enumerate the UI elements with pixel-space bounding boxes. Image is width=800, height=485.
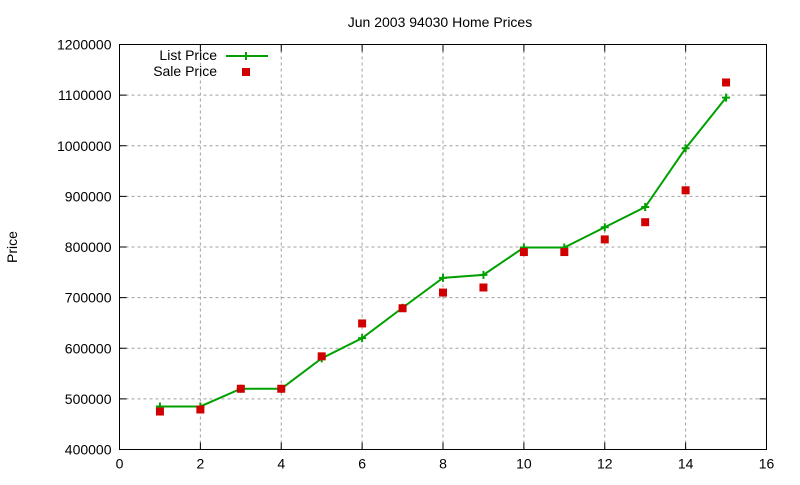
data-point-sale-price xyxy=(317,352,326,361)
x-tick-label: 0 xyxy=(116,456,124,472)
x-tick-label: 2 xyxy=(196,456,204,472)
y-tick-label: 600000 xyxy=(65,340,112,356)
legend-marker-list-price xyxy=(242,52,250,60)
x-tick-label: 12 xyxy=(597,456,613,472)
grid xyxy=(119,44,767,450)
y-tick-label: 700000 xyxy=(65,290,112,306)
legend-label-list-price: List Price xyxy=(159,47,217,63)
data-point-sale-price xyxy=(722,78,731,87)
series-line-list-price xyxy=(159,97,727,408)
y-tick-label: 500000 xyxy=(65,391,112,407)
data-point-sale-price xyxy=(519,248,528,257)
x-tick-label: 14 xyxy=(678,456,694,472)
series xyxy=(155,78,731,416)
data-point-sale-price xyxy=(358,319,367,328)
legend-marker-sale-price xyxy=(242,68,250,76)
data-point-list-price xyxy=(439,273,447,282)
x-tick-label: 16 xyxy=(759,456,775,472)
y-tick-label: 400000 xyxy=(65,442,112,458)
data-point-sale-price xyxy=(681,186,690,195)
x-tick-label: 4 xyxy=(277,456,285,472)
data-point-list-price xyxy=(681,144,690,153)
y-axis-label: Price xyxy=(4,231,20,263)
data-point-list-price xyxy=(641,203,650,212)
data-point-list-price xyxy=(600,223,609,232)
data-point-sale-price xyxy=(398,304,407,313)
legend-label-sale-price: Sale Price xyxy=(153,63,217,79)
x-tick-label: 8 xyxy=(439,456,447,472)
chart-title: Jun 2003 94030 Home Prices xyxy=(348,14,532,30)
data-point-sale-price xyxy=(236,384,245,393)
data-point-sale-price xyxy=(479,283,488,292)
data-point-sale-price xyxy=(277,384,286,393)
y-tick-label: 1200000 xyxy=(57,37,112,53)
data-point-sale-price xyxy=(641,218,650,227)
y-tick-label: 1100000 xyxy=(58,87,112,103)
data-point-list-price xyxy=(479,270,488,279)
y-tick-label: 1000000 xyxy=(57,138,112,154)
axis-ticks: 0 2 4 6 8 10 12 14 16 400000 500000 600000 700000 800… xyxy=(57,37,775,472)
data-point-sale-price xyxy=(560,248,569,257)
legend: List Price Sale Price xyxy=(153,47,268,79)
plot-frame xyxy=(119,44,767,450)
data-point-sale-price xyxy=(196,405,205,414)
data-point-sale-price xyxy=(155,407,164,416)
y-tick-label: 800000 xyxy=(65,239,112,255)
data-point-sale-price xyxy=(439,288,447,297)
data-point-list-price xyxy=(358,334,367,343)
data-point-sale-price xyxy=(600,235,609,244)
x-tick-label: 6 xyxy=(358,456,366,472)
x-tick-label: 10 xyxy=(516,456,532,472)
y-tick-label: 900000 xyxy=(65,188,112,204)
data-point-list-price xyxy=(722,93,731,102)
